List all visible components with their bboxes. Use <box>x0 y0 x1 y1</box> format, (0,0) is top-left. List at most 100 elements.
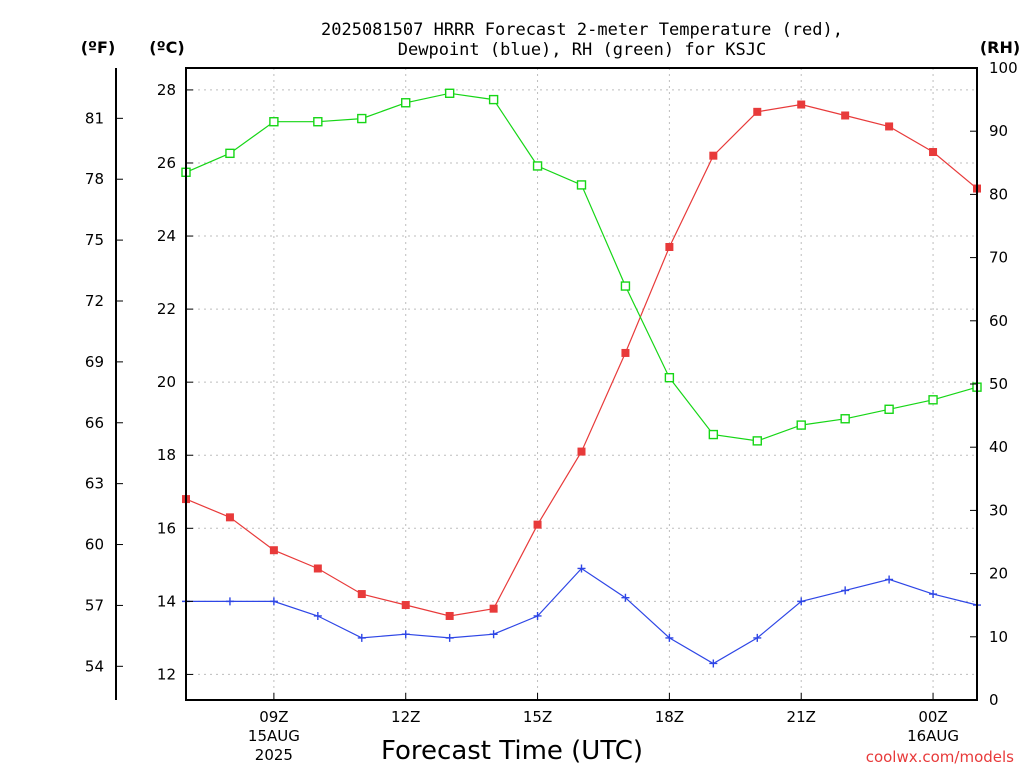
temperature-point <box>841 111 850 120</box>
celsius-tick-label: 28 <box>157 81 176 99</box>
dewpoint-point <box>665 633 674 642</box>
relative-humidity-point <box>576 180 587 190</box>
fahrenheit-tick-label: 81 <box>85 109 104 127</box>
fahrenheit-tick-label: 75 <box>85 231 104 249</box>
temperature-point <box>357 590 366 599</box>
relative-humidity-point <box>796 420 806 430</box>
fahrenheit-tick-label: 66 <box>85 414 104 432</box>
rh-tick-label: 40 <box>989 438 1008 456</box>
dewpoint-point <box>269 597 278 606</box>
x-tick-label: 15Z <box>523 708 552 726</box>
relative-humidity-point <box>357 113 367 124</box>
rh-tick-label: 20 <box>989 565 1008 583</box>
relative-humidity-point <box>664 372 675 383</box>
relative-humidity-point <box>269 117 279 127</box>
rh-tick-label: 60 <box>989 312 1008 330</box>
relative-humidity-line <box>185 92 978 442</box>
temperature-point <box>225 513 234 522</box>
dewpoint-point <box>401 630 410 639</box>
x-axis-title: Forecast Time (UTC) <box>381 736 643 766</box>
rh-tick-label: 50 <box>989 375 1008 393</box>
dewpoint-line <box>186 567 978 665</box>
x-tick-label: 18Z <box>655 708 684 726</box>
celsius-tick-label: 18 <box>157 446 176 464</box>
dewpoint-point <box>357 633 366 642</box>
dewpoint-point <box>445 633 454 642</box>
rh-tick-label: 90 <box>989 122 1008 140</box>
fahrenheit-tick-label: 60 <box>85 536 104 554</box>
grid <box>186 68 977 700</box>
dewpoint-point <box>225 597 234 606</box>
rh-tick-label: 100 <box>989 59 1018 77</box>
celsius-tick-label: 16 <box>157 519 176 537</box>
x-tick-date-label: 16AUG <box>907 727 959 745</box>
chart-subtitle: Dewpoint (blue), RH (green) for KSJC <box>398 40 766 60</box>
temperature-point <box>313 564 322 573</box>
temperature-point <box>445 611 454 620</box>
axes: 54 57 60 63 66 69 72 75 78 81 12 14 16 18 20 22 24 26 28 0 1… <box>85 59 1018 764</box>
dewpoint-point <box>709 659 718 668</box>
dewpoint-series <box>182 564 981 668</box>
temperature-point <box>269 546 278 555</box>
temperature-point <box>489 604 498 613</box>
dewpoint-point <box>577 564 586 573</box>
dewpoint-point <box>753 633 762 642</box>
temperature-point <box>709 151 718 160</box>
relative-humidity-point <box>313 117 323 127</box>
dewpoint-point <box>929 590 938 599</box>
temperature-point <box>621 348 630 357</box>
rh-tick-label: 80 <box>989 185 1008 203</box>
dewpoint-point <box>841 586 850 595</box>
fahrenheit-unit-label: (ºF) <box>81 38 116 57</box>
relative-humidity-point <box>225 148 235 159</box>
temperature-point <box>665 243 674 252</box>
credit-text: coolwx.com/models <box>866 748 1014 766</box>
x-tick-label: 21Z <box>787 708 816 726</box>
fahrenheit-tick-label: 54 <box>85 657 104 675</box>
series-layer <box>181 88 982 668</box>
x-tick-date-label: 15AUG <box>248 727 300 745</box>
temperature-point <box>753 107 762 116</box>
relative-humidity-point <box>620 281 631 291</box>
relative-humidity-point <box>488 94 499 105</box>
fahrenheit-tick-label: 78 <box>85 170 104 188</box>
temperature-series <box>182 100 981 620</box>
x-tick-label: 12Z <box>391 708 420 726</box>
x-tick-year-label: 2025 <box>255 746 293 764</box>
relative-humidity-series <box>181 88 982 446</box>
relative-humidity-point <box>532 161 543 171</box>
dewpoint-point <box>533 611 542 620</box>
relative-humidity-point <box>401 98 411 108</box>
fahrenheit-tick-label: 57 <box>85 596 104 614</box>
fahrenheit-tick-label: 72 <box>85 292 104 310</box>
relative-humidity-point <box>840 414 850 424</box>
celsius-tick-label: 20 <box>157 373 176 391</box>
temperature-point <box>797 100 806 109</box>
rh-tick-label: 30 <box>989 501 1008 519</box>
celsius-tick-label: 26 <box>157 154 176 172</box>
rh-tick-label: 10 <box>989 628 1008 646</box>
temperature-point <box>885 122 894 131</box>
chart-title: 2025081507 HRRR Forecast 2-meter Tempera… <box>321 20 843 40</box>
celsius-tick-label: 14 <box>157 592 176 610</box>
rh-tick-label: 70 <box>989 249 1008 267</box>
dewpoint-point <box>489 630 498 639</box>
dewpoint-point <box>885 575 894 584</box>
fahrenheit-tick-label: 63 <box>85 475 104 493</box>
celsius-unit-label: (ºC) <box>149 38 184 57</box>
temperature-point <box>929 148 938 157</box>
relative-humidity-point <box>928 395 938 405</box>
dewpoint-point <box>621 593 630 602</box>
dewpoint-point <box>313 611 322 620</box>
relative-humidity-point <box>752 436 762 446</box>
celsius-tick-label: 22 <box>157 300 176 318</box>
relative-humidity-point <box>444 88 455 98</box>
celsius-tick-label: 24 <box>157 227 176 245</box>
temperature-point <box>533 520 542 529</box>
relative-humidity-point <box>708 429 719 440</box>
celsius-tick-label: 12 <box>157 665 176 683</box>
relative-humidity-point <box>884 404 894 414</box>
rh-unit-label: (RH) <box>980 38 1020 57</box>
x-tick-label: 09Z <box>259 708 288 726</box>
